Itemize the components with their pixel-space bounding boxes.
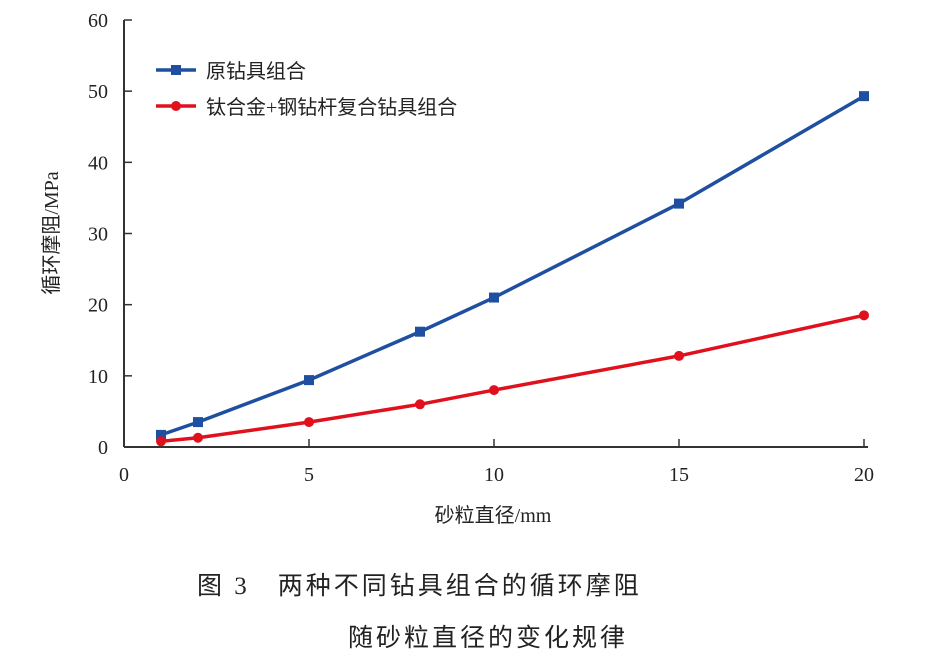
data-point-square [489, 292, 499, 303]
y-tick-label: 10 [88, 366, 108, 388]
series-line [160, 313, 865, 444]
data-point-circle [489, 385, 499, 396]
data-point-circle [304, 417, 314, 428]
y-axis-label: 循环摩阻/MPa [40, 171, 63, 294]
series-line [160, 94, 865, 437]
legend-label: 钛合金+钢钻杆复合钻具组合 [206, 96, 457, 119]
x-tick-label: 0 [119, 464, 129, 486]
data-point-square [415, 326, 425, 337]
series-group [156, 91, 869, 447]
data-point-circle [674, 350, 684, 361]
data-point-square [674, 198, 684, 209]
x-axis-label: 砂粒直径/mm [435, 504, 552, 527]
data-point-square [156, 429, 166, 440]
y-tick-label: 60 [88, 10, 108, 32]
figure-caption-line1: 图 3 两种不同钻具组合的循环摩阻 [197, 573, 642, 600]
data-point-circle [859, 310, 869, 321]
y-tick-label: 0 [98, 437, 108, 459]
x-tick-label: 15 [669, 464, 689, 486]
data-point-square [859, 91, 869, 102]
y-tick-label: 30 [88, 224, 108, 246]
legend-marker-circle [171, 101, 181, 111]
axes: 0 5 10 15 20 0 10 20 30 40 50 60 [88, 10, 874, 486]
data-point-circle [415, 399, 425, 410]
figure-caption-line2: 随砂粒直径的变化规律 [348, 625, 629, 652]
y-tick-label: 40 [88, 152, 108, 174]
data-point-circle [156, 436, 166, 447]
data-point-square [304, 375, 314, 386]
data-point-circle [193, 432, 203, 443]
y-tick-label: 50 [88, 81, 108, 103]
data-point-square [193, 417, 203, 428]
x-tick-label: 5 [304, 464, 314, 486]
x-tick-label: 20 [854, 464, 874, 486]
legend-label: 原钻具组合 [206, 60, 306, 83]
legend-marker-square [171, 65, 181, 75]
y-tick-label: 20 [88, 295, 108, 317]
x-tick-label: 10 [484, 464, 504, 486]
